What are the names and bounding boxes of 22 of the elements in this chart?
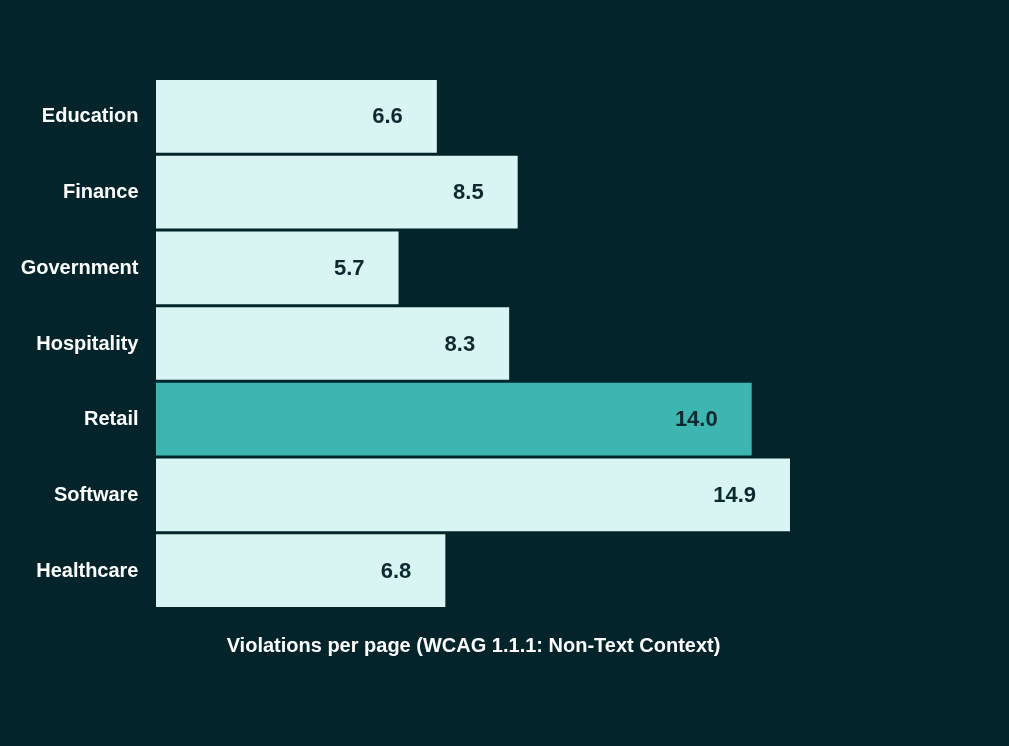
y-tick-label: Finance (62, 180, 139, 203)
x-axis-title: Violations per page (WCAG 1.1.1: Non-Text Context) (226, 633, 721, 656)
data-label: 8.5 (453, 179, 484, 205)
data-label: 14.0 (674, 406, 718, 432)
y-tick-label: Software (54, 482, 139, 505)
data-label: 5.7 (333, 254, 365, 280)
bar (156, 534, 446, 607)
bar (156, 458, 790, 532)
y-tick-label: Government (20, 255, 139, 278)
bar (156, 155, 518, 229)
y-tick-label: Healthcare (36, 558, 139, 581)
data-label: 6.6 (372, 103, 403, 129)
bar (156, 80, 437, 153)
bar (156, 382, 752, 456)
bar (156, 231, 399, 305)
y-tick-label: Education (41, 104, 139, 127)
data-label: 8.3 (444, 330, 476, 356)
bar (156, 307, 510, 380)
data-label: 14.9 (713, 481, 756, 507)
y-tick-label: Hospitality (36, 331, 140, 354)
data-label: 6.8 (380, 557, 412, 583)
y-tick-label: Retail (84, 407, 139, 430)
